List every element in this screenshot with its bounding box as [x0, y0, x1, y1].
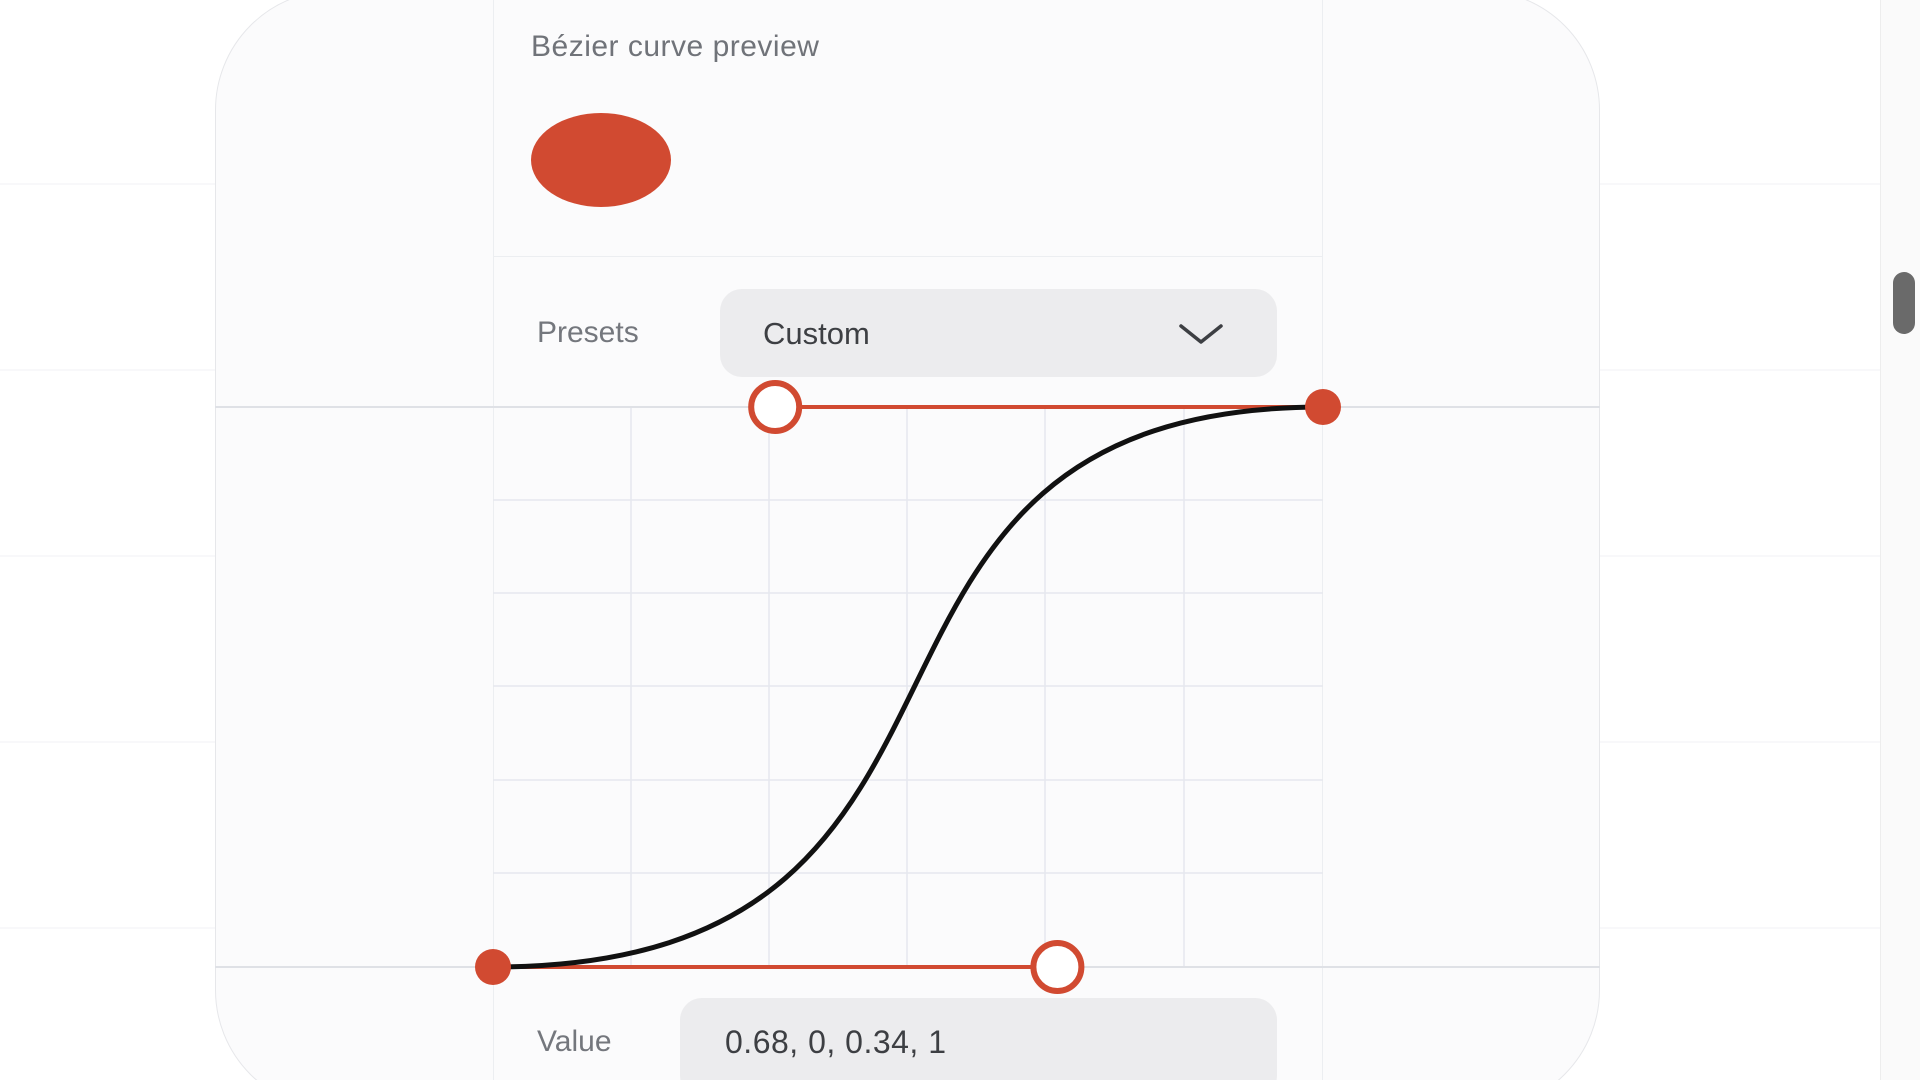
- value-input[interactable]: 0.68, 0, 0.34, 1: [680, 998, 1277, 1080]
- value-input-text: 0.68, 0, 0.34, 1: [725, 1024, 947, 1060]
- presets-label: Presets: [537, 316, 639, 349]
- scrollbar-track[interactable]: [1880, 0, 1920, 1080]
- preview-ball: [531, 113, 671, 207]
- preview-title: Bézier curve preview: [531, 30, 820, 63]
- presets-dropdown[interactable]: Custom: [720, 289, 1277, 377]
- control-point-2-handle[interactable]: [748, 380, 803, 434]
- control-point-1-handle[interactable]: [1030, 940, 1085, 994]
- value-label: Value: [537, 1025, 612, 1058]
- chevron-down-icon: [1179, 324, 1223, 344]
- curve-grid: [493, 407, 1323, 967]
- scrollbar-thumb[interactable]: [1893, 272, 1915, 334]
- anchor-end-point: [1305, 389, 1341, 425]
- bezier-curve: [492, 404, 1324, 970]
- presets-selected-value: Custom: [763, 316, 870, 351]
- anchor-start-point: [475, 949, 511, 985]
- editor-column: [493, 0, 1323, 1080]
- section-divider: [493, 256, 1323, 257]
